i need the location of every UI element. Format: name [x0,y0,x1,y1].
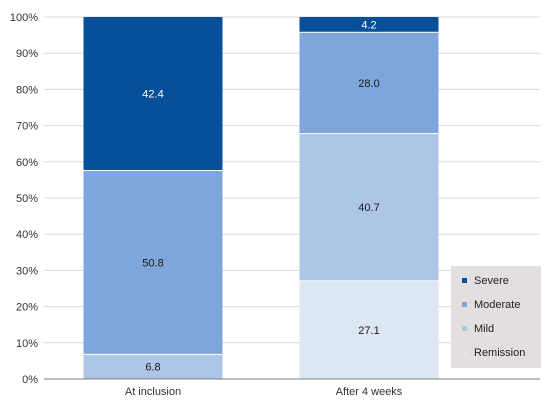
bar-segment-remission [299,280,439,379]
y-tick-label: 100% [10,12,38,24]
bar-segment-moderate [299,32,439,134]
bars: 6.8 50.8 42.4 27.1 40.7 28.0 4.2 [83,17,439,380]
data-label: 28.0 [358,78,379,90]
bar-segment-mild [299,133,439,281]
bar-segment-mild [83,354,223,379]
data-label: 50.8 [142,257,163,269]
y-tick-label: 60% [16,157,38,169]
y-tick-label: 30% [16,265,38,277]
x-tick-label: At inclusion [125,386,181,398]
data-label: 27.1 [358,325,379,337]
data-label-background [356,17,382,32]
data-label: 42.4 [142,89,163,101]
data-label: 4.2 [361,20,376,32]
legend-swatch-severe [462,278,467,283]
legend-swatch-moderate [462,302,467,307]
x-tick-label: After 4 weeks [336,386,403,398]
legend-label-severe: Severe [474,275,509,287]
legend-label-moderate: Moderate [474,299,520,311]
legend-label-mild: Mild [474,323,494,335]
bar-segment-moderate [83,170,223,355]
y-tick-label: 20% [16,302,38,314]
y-tick-label: 70% [16,121,38,133]
y-tick-label: 80% [16,84,38,96]
legend-swatch-mild [462,326,467,331]
y-tick-label: 50% [16,193,38,205]
y-tick-label: 0% [22,374,38,386]
legend: Severe Moderate Mild Remission [451,266,541,368]
y-tick-label: 40% [16,229,38,241]
y-tick-label: 10% [16,338,38,350]
legend-label-remission: Remission [474,347,525,359]
legend-swatch-remission [462,350,467,355]
axes: 0% 10% 20% 30% 40% 50% 60% 70% 80% 90% 100% At incl… [10,12,540,398]
data-label: 40.7 [358,202,379,214]
data-label: 6.8 [145,362,160,374]
bar-segment-severe [83,17,223,171]
y-tick-label: 90% [16,48,38,60]
